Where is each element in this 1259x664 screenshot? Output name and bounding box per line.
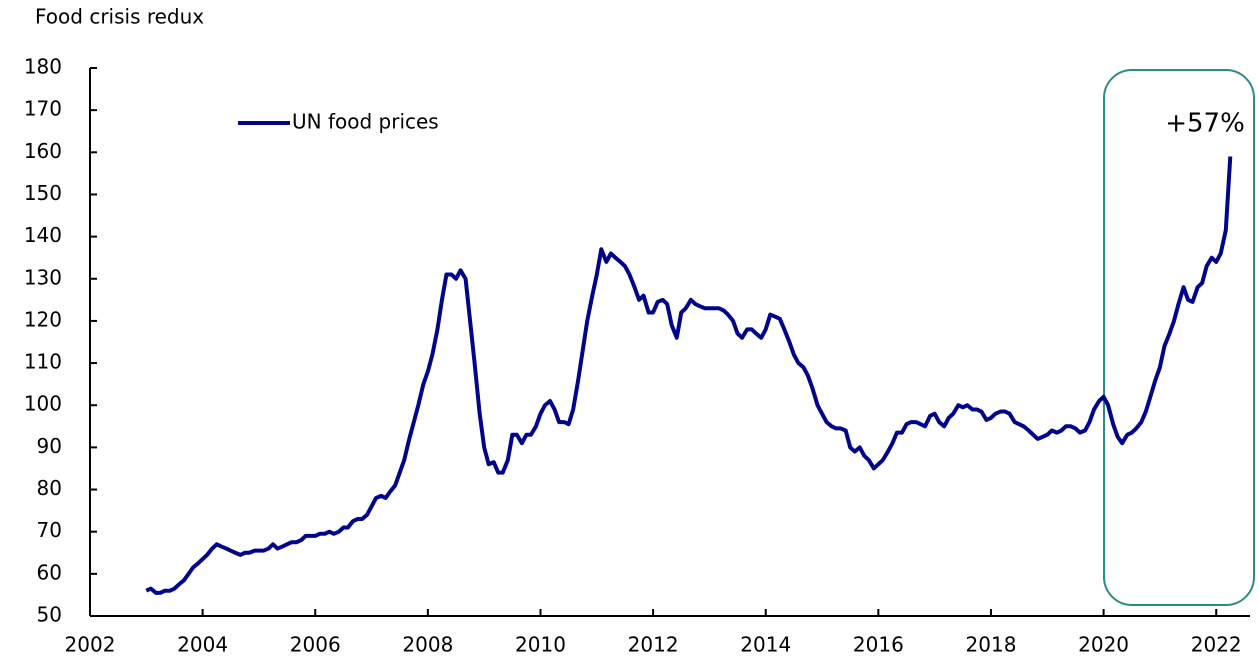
y-tick-label: 160 <box>24 139 62 163</box>
y-tick-label: 150 <box>24 181 62 205</box>
x-tick-label: 2004 <box>177 633 228 657</box>
x-tick-label: 2016 <box>853 633 904 657</box>
x-tick-label: 2014 <box>740 633 791 657</box>
annotation: +57% <box>1165 109 1245 139</box>
x-tick-label: 2022 <box>1191 633 1242 657</box>
y-tick-label: 170 <box>24 97 62 121</box>
highlight-box <box>1103 69 1255 606</box>
y-tick-label: 110 <box>24 350 62 374</box>
legend-label: UN food prices <box>292 110 439 134</box>
y-tick-label: 80 <box>37 476 62 500</box>
y-tick-label: 100 <box>24 392 62 416</box>
y-tick-label: 120 <box>24 307 62 331</box>
y-tick-label: 70 <box>37 518 62 542</box>
y-tick-label: 140 <box>24 223 62 247</box>
chart-title: Food crisis redux <box>35 5 204 29</box>
y-tick-label: 60 <box>37 560 62 584</box>
x-tick-label: 2020 <box>1078 633 1129 657</box>
x-tick-label: 2002 <box>65 633 116 657</box>
x-tick-label: 2006 <box>290 633 341 657</box>
x-tick-label: 2010 <box>515 633 566 657</box>
y-tick-label: 90 <box>37 434 62 458</box>
y-tick-label: 50 <box>37 603 62 627</box>
x-tick-label: 2008 <box>402 633 453 657</box>
data-line <box>145 156 1233 595</box>
x-tick-label: 2012 <box>628 633 679 657</box>
y-tick-label: 180 <box>24 55 62 79</box>
y-tick-label: 130 <box>24 265 62 289</box>
x-tick-label: 2018 <box>966 633 1017 657</box>
